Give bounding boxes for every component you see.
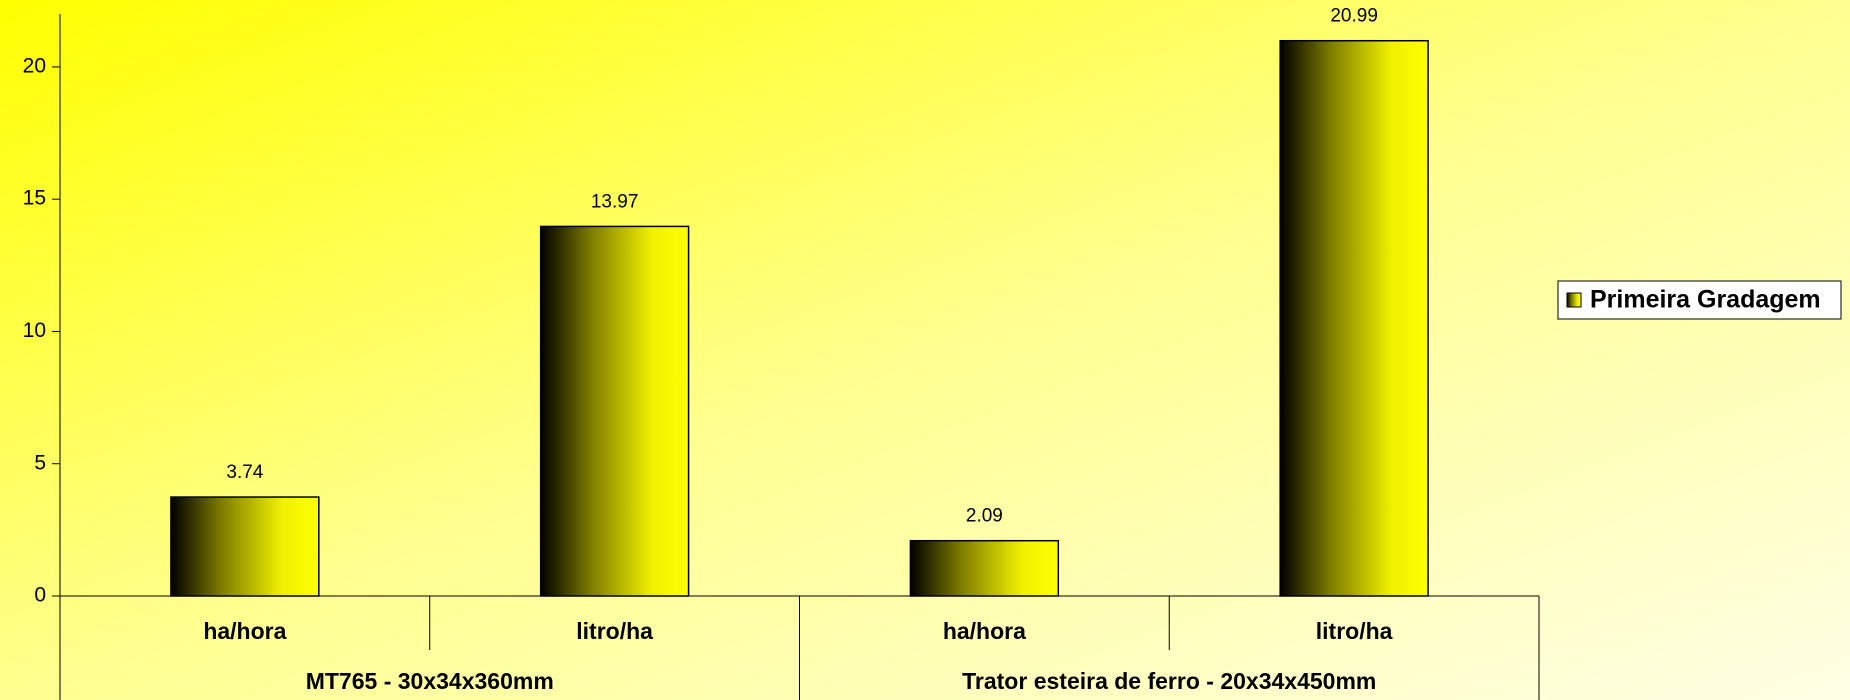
bar xyxy=(170,496,320,597)
y-tick-label: 5 xyxy=(34,451,46,474)
legend-swatch xyxy=(1566,292,1582,308)
x-tick-label: litro/ha xyxy=(576,618,653,644)
y-tick-label: 0 xyxy=(34,584,46,607)
bar xyxy=(1279,39,1429,597)
legend-box xyxy=(1557,280,1842,320)
value-label: 20.99 xyxy=(1330,6,1378,27)
value-label: 2.09 xyxy=(966,506,1003,527)
legend-label: Primeira Gradagem xyxy=(1590,286,1821,314)
x-tick-label: ha/hora xyxy=(943,618,1026,644)
bar xyxy=(539,225,690,597)
x-tick-label: ha/hora xyxy=(203,618,286,644)
bar xyxy=(909,539,1060,597)
group-label: MT765 - 30x34x360mm xyxy=(306,668,554,694)
x-tick-label: litro/ha xyxy=(1316,618,1393,644)
value-label: 3.74 xyxy=(226,462,263,483)
group-label: Trator esteira de ferro - 20x34x450mm xyxy=(962,668,1376,694)
y-tick-label: 15 xyxy=(23,187,46,210)
y-tick-label: 10 xyxy=(23,319,46,342)
y-tick-label: 20 xyxy=(23,54,46,77)
value-label: 13.97 xyxy=(591,191,639,212)
